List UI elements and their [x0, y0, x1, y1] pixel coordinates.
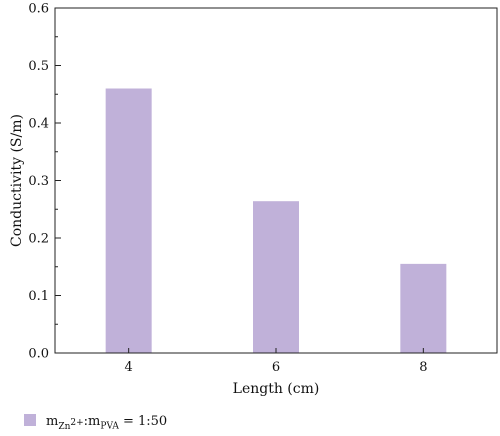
x-tick-label: 4 [125, 360, 133, 375]
y-tick-label: 0.5 [28, 59, 49, 74]
y-tick-label: 0.1 [28, 289, 49, 304]
y-tick-label: 0.4 [28, 117, 49, 132]
y-tick-label: 0.2 [28, 232, 49, 247]
plot-frame [54, 7, 498, 354]
y-tick-label: 0.6 [28, 2, 49, 17]
x-axis-label: Length (cm) [233, 381, 320, 397]
bars [105, 88, 447, 353]
bar-length-6 [253, 201, 299, 353]
legend-swatch [24, 414, 36, 426]
y-axis-label: Conductivity (S/m) [9, 114, 25, 247]
y-tick-label: 0.3 [28, 174, 49, 189]
bar-length-4 [105, 88, 152, 353]
x-tick-label: 8 [419, 360, 427, 375]
bar-length-8 [400, 263, 447, 353]
legend: mZn2+:mPVA = 1:50 [24, 414, 167, 432]
legend-label: mZn2+:mPVA = 1:50 [46, 414, 168, 432]
x-axis-ticks: 4 6 8 [125, 348, 427, 375]
x-tick-label: 6 [272, 360, 280, 375]
y-tick-label: 0.0 [28, 347, 49, 362]
y-axis-ticks: 0.0 0.1 0.2 0.3 0.4 0.5 0.6 [28, 2, 61, 362]
